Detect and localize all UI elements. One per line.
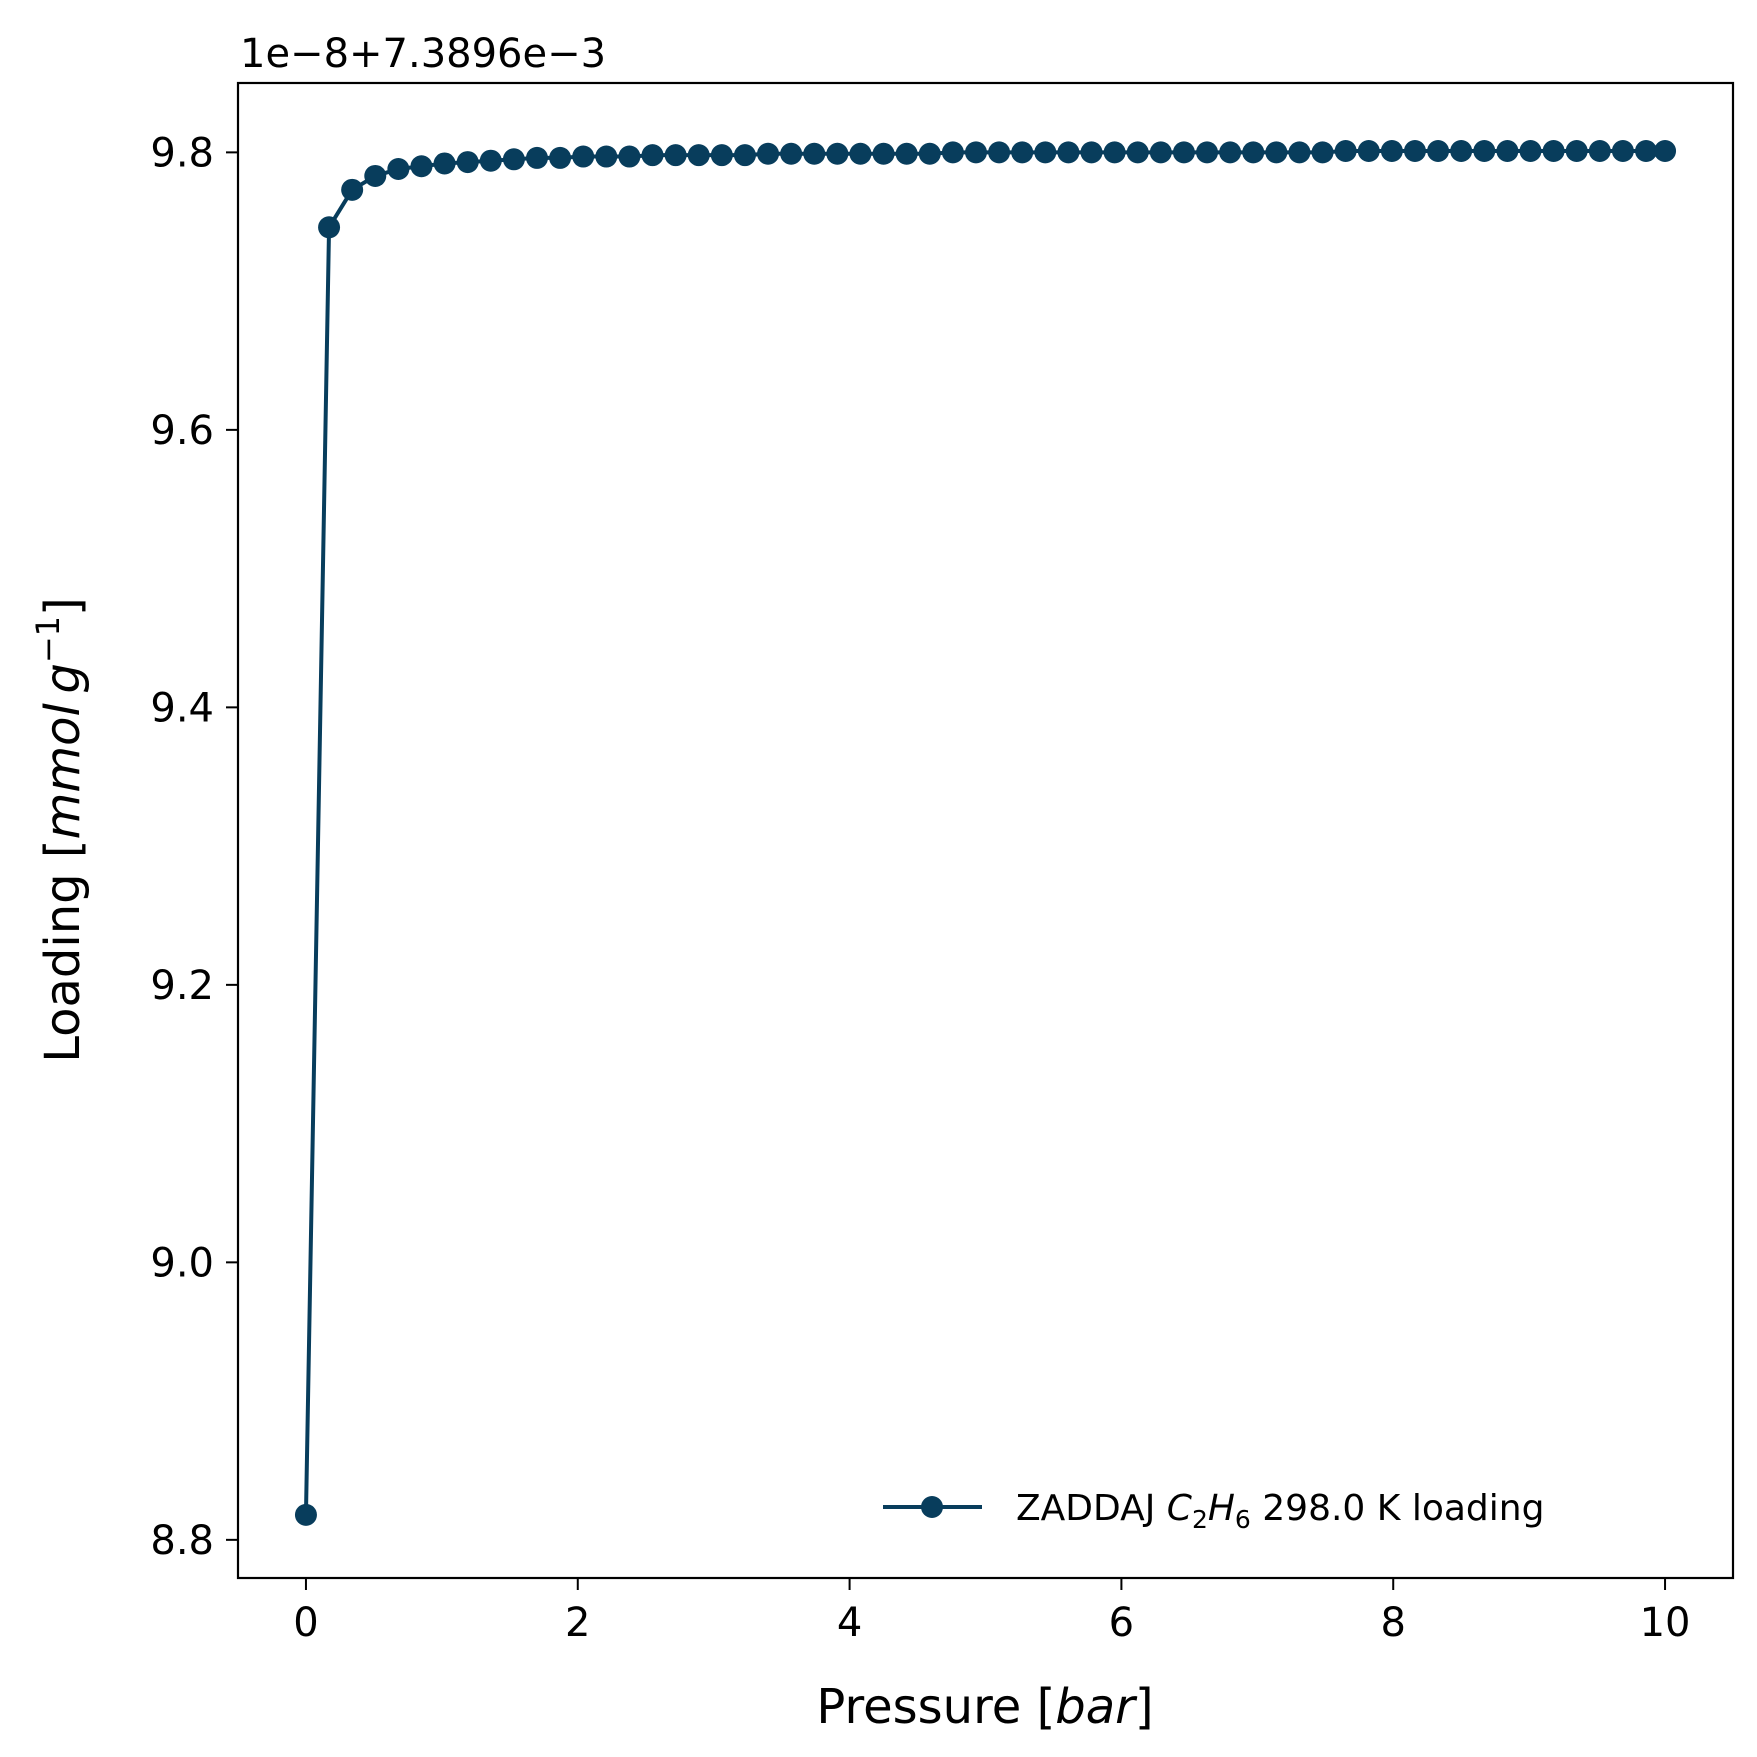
data-point [710, 144, 733, 167]
data-point [918, 142, 941, 165]
data-point [410, 155, 433, 178]
data-point [1196, 141, 1219, 164]
data-point [1611, 139, 1634, 162]
data-point [1149, 141, 1172, 164]
legend: ZADDAJ C2H6 298.0 K loading [883, 1488, 1544, 1534]
y-axis-label-exponent: −1 [29, 616, 67, 663]
data-point [1126, 141, 1149, 164]
data-point [1496, 139, 1519, 162]
data-point [1380, 139, 1403, 162]
data-point [1219, 141, 1242, 164]
data-point [733, 144, 756, 167]
legend-label-suffix: 298.0 K loading [1251, 1488, 1545, 1529]
x-tick-label: 0 [293, 1600, 318, 1646]
y-tick-label: 9.2 [150, 963, 214, 1009]
data-point [294, 1503, 317, 1526]
data-point [1427, 139, 1450, 162]
y-axis-label-unit: mmol g [35, 663, 91, 839]
data-point [641, 144, 664, 167]
data-point [433, 152, 456, 175]
data-point [1288, 141, 1311, 164]
data-point [1588, 139, 1611, 162]
data-point [895, 142, 918, 165]
data-point [595, 145, 618, 168]
data-point [1011, 141, 1034, 164]
data-point [687, 144, 710, 167]
data-point [1565, 139, 1588, 162]
x-axis-label-prefix: Pressure [ [816, 1679, 1055, 1735]
data-point [964, 141, 987, 164]
x-axis-label-suffix: ] [1135, 1679, 1154, 1735]
data-point [849, 142, 872, 165]
data-point [549, 146, 572, 169]
data-point [479, 149, 502, 172]
data-point [1473, 139, 1496, 162]
data-point [318, 216, 341, 239]
data-point [526, 146, 548, 169]
y-axis-offset-text: 1e−8+7.3896e−3 [240, 31, 606, 77]
data-point [1519, 139, 1542, 162]
x-axis-label-unit: bar [1055, 1679, 1138, 1735]
y-axis-label: Loading [mmol g−1] [29, 597, 91, 1063]
plot-area-frame [236, 81, 1735, 1580]
data-point [988, 141, 1011, 164]
data-point [941, 141, 964, 164]
data-point [1172, 141, 1195, 164]
data-point [1635, 139, 1658, 162]
data-point [1242, 141, 1265, 164]
x-axis-label: Pressure [bar] [816, 1679, 1153, 1735]
data-point [664, 144, 687, 167]
y-tick-label: 9.6 [150, 408, 214, 454]
data-point [1357, 139, 1380, 162]
data-point [618, 145, 641, 168]
data-point [341, 178, 364, 201]
data-point [1334, 139, 1357, 162]
x-tick-label: 6 [1109, 1600, 1134, 1646]
data-point [803, 142, 826, 165]
data-point [387, 158, 410, 181]
legend-label: ZADDAJ C2H6 298.0 K loading [1016, 1488, 1544, 1534]
data-point [1034, 141, 1057, 164]
legend-formula-h: H [1208, 1488, 1235, 1529]
y-tick-label: 9.0 [150, 1240, 214, 1286]
y-tick-label: 9.4 [150, 685, 214, 731]
y-axis-ticks: 8.8 9.0 9.2 9.4 9.6 9.8 [150, 130, 238, 1564]
y-axis-label-prefix: Loading [ [35, 839, 91, 1062]
legend-formula-c-sub: 2 [1192, 1505, 1208, 1534]
y-axis-label-suffix: ] [35, 597, 91, 616]
data-point [364, 164, 387, 187]
legend-formula-h-sub: 6 [1235, 1505, 1251, 1534]
x-tick-label: 4 [837, 1600, 862, 1646]
data-point [502, 148, 525, 171]
data-point [780, 142, 803, 165]
data-point [1103, 141, 1126, 164]
x-axis-ticks: 0 2 4 6 8 10 [293, 1578, 1690, 1646]
data-point [757, 142, 780, 165]
data-point [572, 145, 595, 168]
data-point [872, 142, 895, 165]
x-tick-label: 10 [1640, 1600, 1691, 1646]
data-point [1654, 139, 1677, 162]
x-tick-label: 2 [565, 1600, 590, 1646]
data-point [1265, 141, 1288, 164]
x-tick-label: 8 [1381, 1600, 1406, 1646]
legend-marker-swatch [921, 1496, 943, 1518]
legend-label-prefix: ZADDAJ [1016, 1488, 1167, 1529]
data-point [1542, 139, 1565, 162]
series-layer [294, 139, 1677, 1526]
data-point [1311, 141, 1334, 164]
y-tick-label: 9.8 [150, 130, 214, 176]
data-point [1080, 141, 1103, 164]
data-point [1057, 141, 1080, 164]
data-point [1450, 139, 1473, 162]
data-point [1403, 139, 1426, 162]
legend-formula-c: C [1167, 1488, 1193, 1529]
data-point [456, 151, 479, 174]
data-point [826, 142, 849, 165]
y-tick-label: 8.8 [150, 1518, 214, 1564]
